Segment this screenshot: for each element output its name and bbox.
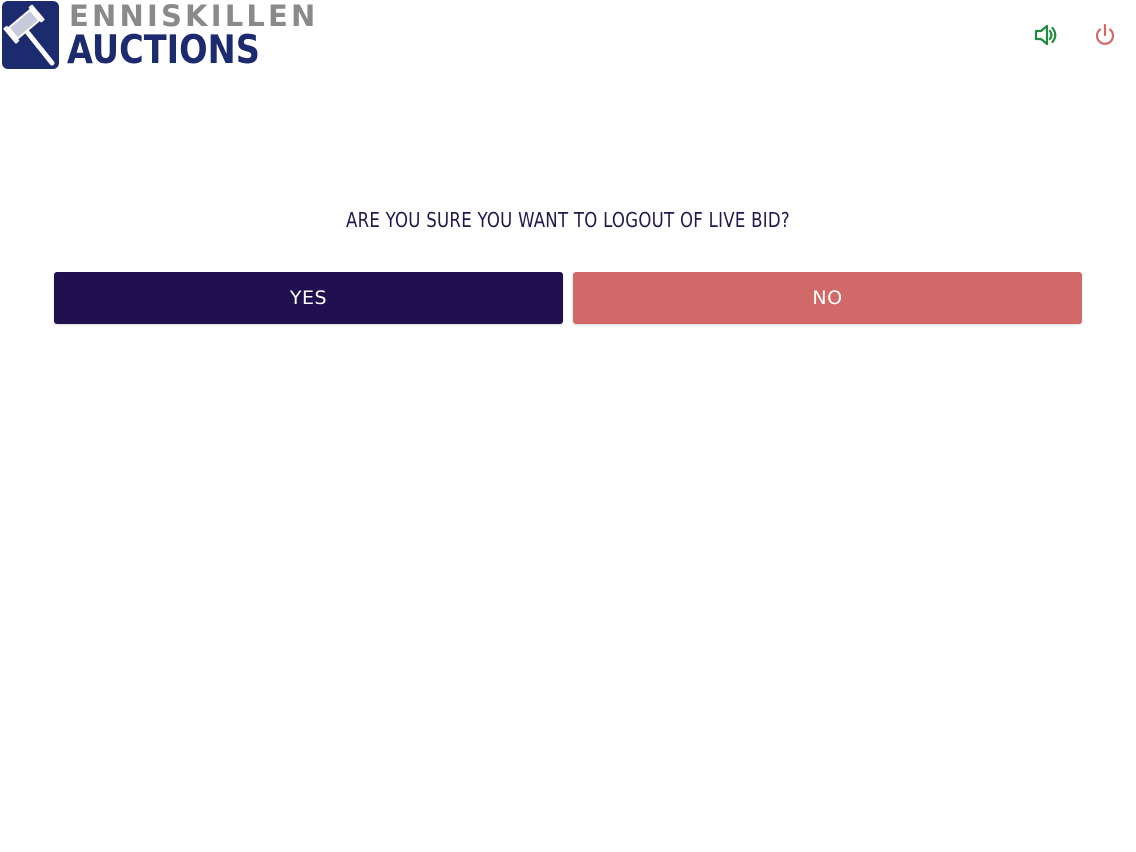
logout-question: ARE YOU SURE YOU WANT TO LOGOUT OF LIVE … [345,208,790,232]
logo-text-auctions: AUCTIONS [67,28,260,73]
logo: ENNISKILLEN AUCTIONS [2,0,315,73]
yes-button[interactable]: YES [54,272,563,324]
header: ENNISKILLEN AUCTIONS [0,0,1136,76]
logo-text-enniskillen: ENNISKILLEN [69,0,319,33]
power-button[interactable] [1092,22,1118,48]
sound-toggle-button[interactable] [1033,22,1059,48]
gavel-icon [2,1,59,69]
no-button[interactable]: NO [573,272,1082,324]
speaker-icon [1034,24,1057,46]
power-icon [1095,23,1115,45]
